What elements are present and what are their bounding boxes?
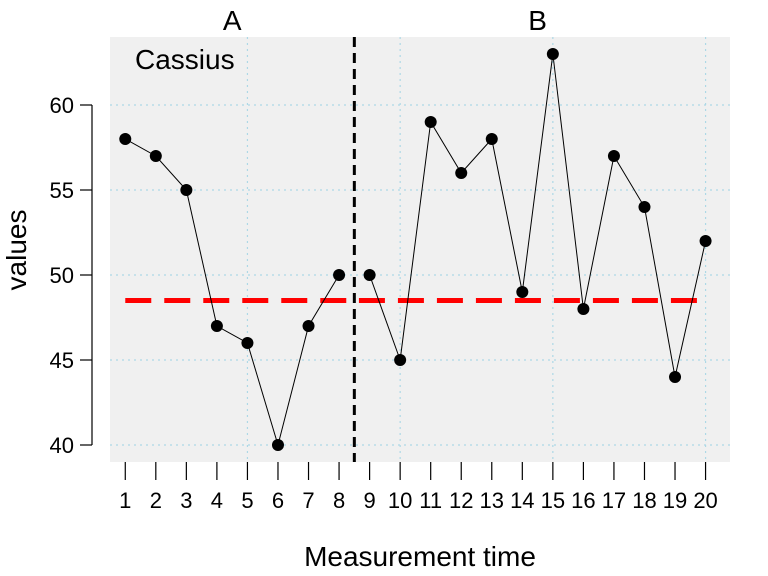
x-tick-label: 2: [150, 488, 162, 513]
data-point: [180, 184, 193, 196]
x-tick-label: 11: [419, 488, 442, 513]
data-point: [455, 167, 468, 179]
x-tick-label: 8: [333, 488, 345, 513]
x-tick-label: 1: [119, 488, 131, 513]
y-tick-label: 60: [50, 93, 74, 118]
x-tick-label: 6: [272, 488, 284, 513]
x-tick-label: 10: [388, 488, 412, 513]
data-point: [149, 150, 162, 162]
data-point: [546, 48, 559, 60]
phase-label: A: [223, 5, 242, 36]
grid-lines: [110, 37, 730, 462]
data-point: [577, 303, 590, 315]
y-axis-title: values: [1, 210, 32, 291]
x-tick-label: 17: [602, 488, 626, 513]
series-line-A: [125, 138, 340, 447]
data-point: [363, 269, 376, 281]
x-tick-label: 16: [571, 488, 595, 513]
x-axis: 1 2 3 4 5 6 7 8 9 10 11 12 13 14 15 16 17 18 19 20: [119, 462, 718, 513]
x-tick-label: 15: [541, 488, 565, 513]
data-series: [119, 48, 712, 451]
data-point: [607, 150, 620, 162]
y-axis: 40 45 50 55 60: [50, 93, 93, 458]
data-point: [516, 286, 529, 298]
x-tick-label: 5: [241, 488, 253, 513]
x-tick-label: 14: [510, 488, 534, 513]
phase-label: B: [528, 5, 547, 36]
case-label: Cassius: [135, 44, 235, 75]
data-point: [271, 439, 284, 451]
x-tick-label: 12: [449, 488, 473, 513]
data-point: [302, 320, 315, 332]
x-tick-label: 3: [180, 488, 192, 513]
data-point: [119, 133, 132, 145]
data-point: [333, 269, 346, 281]
series-line-B: [369, 53, 707, 378]
x-tick-label: 13: [480, 488, 504, 513]
data-point: [241, 337, 254, 349]
x-tick-label: 20: [693, 488, 717, 513]
x-tick-label: 7: [302, 488, 314, 513]
x-tick-label: 19: [663, 488, 687, 513]
x-tick-label: 18: [632, 488, 656, 513]
data-point: [699, 235, 712, 247]
y-tick-label: 40: [50, 433, 74, 458]
x-tick-label: 4: [211, 488, 223, 513]
x-axis-title: Measurement time: [304, 541, 536, 572]
data-point: [210, 320, 223, 332]
y-tick-label: 45: [50, 348, 74, 373]
data-point: [394, 354, 407, 366]
data-point: [669, 371, 682, 383]
data-point: [638, 201, 651, 213]
x-tick-label: 9: [363, 488, 375, 513]
data-point: [485, 133, 498, 145]
y-tick-label: 50: [50, 263, 74, 288]
plot-panel: [110, 37, 730, 462]
y-tick-label: 55: [50, 178, 74, 203]
data-point: [424, 116, 437, 128]
